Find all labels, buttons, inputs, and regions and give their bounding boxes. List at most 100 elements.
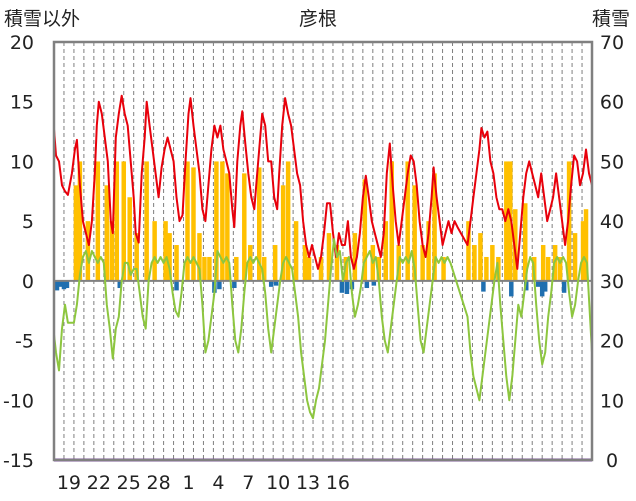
bar: [561, 280, 567, 293]
bar: [557, 256, 563, 281]
right-axis-ticks: 70 60 50 40 30 20 10 0: [600, 32, 624, 472]
bar: [261, 256, 267, 281]
y-tick-label: 0: [22, 271, 34, 293]
bar: [144, 161, 149, 281]
bar: [371, 280, 377, 286]
bar: [280, 185, 286, 281]
bar: [481, 280, 486, 292]
bar: [472, 245, 477, 281]
bar: [542, 280, 548, 292]
bar: [509, 280, 514, 297]
bar: [134, 233, 139, 281]
bar: [54, 280, 60, 291]
bar: [234, 256, 239, 281]
y2-tick-label: 70: [600, 32, 624, 54]
plot-frame: [52, 40, 594, 462]
bar: [272, 245, 278, 281]
bar: [478, 233, 483, 281]
x-tick-label: 10: [266, 472, 290, 494]
bar: [302, 245, 308, 281]
bar: [232, 280, 237, 289]
bar: [293, 221, 299, 281]
bar: [225, 173, 230, 281]
x-tick-label: 16: [326, 472, 350, 494]
bar: [220, 161, 225, 281]
bar: [167, 233, 172, 281]
bar: [121, 161, 126, 281]
bar: [217, 280, 222, 290]
y2-tick-label: 0: [606, 450, 618, 472]
bar: [64, 280, 70, 289]
bar: [484, 256, 489, 281]
bar: [466, 221, 471, 281]
bar: [109, 221, 115, 281]
bar: [191, 167, 196, 281]
bar: [77, 161, 83, 281]
x-tick-label: 19: [57, 472, 81, 494]
y2-tick-label: 40: [600, 211, 624, 233]
bar: [114, 161, 120, 281]
bar: [343, 256, 349, 281]
bar: [202, 256, 207, 281]
bar: [539, 280, 545, 297]
bar: [185, 161, 190, 281]
bar: [318, 256, 324, 281]
bar: [580, 221, 586, 281]
y-tick-label: -10: [3, 390, 34, 412]
y-tick-label: 15: [10, 92, 34, 114]
bar: [268, 280, 274, 287]
bar: [441, 256, 446, 281]
bar: [214, 161, 219, 281]
bar: [405, 161, 410, 281]
y-tick-label: -15: [3, 450, 34, 472]
y2-tick-label: 60: [600, 92, 624, 114]
bar: [334, 245, 340, 281]
bar: [490, 245, 495, 281]
y-tick-label: 10: [10, 151, 34, 173]
bar: [248, 245, 253, 281]
bar: [432, 173, 437, 281]
bar: [376, 256, 382, 281]
bar: [420, 245, 425, 281]
bar: [326, 233, 332, 281]
bar: [383, 221, 389, 281]
bar: [306, 256, 312, 281]
x-tick-label: 7: [242, 472, 254, 494]
bar: [352, 233, 358, 281]
bar: [73, 185, 79, 281]
bar: [540, 245, 546, 281]
series-line: [53, 238, 593, 420]
x-tick-label: 28: [147, 472, 171, 494]
bar: [524, 280, 529, 291]
bar: [572, 233, 578, 281]
right-axis-label: 積雪: [592, 8, 630, 30]
bar: [362, 179, 368, 281]
bar: [104, 185, 110, 281]
y-tick-label: -5: [15, 331, 34, 353]
bar: [197, 233, 202, 281]
bar: [583, 209, 589, 281]
bar: [242, 173, 247, 281]
x-tick-label: 22: [87, 472, 111, 494]
x-tick-label: 1: [182, 472, 194, 494]
bar: [523, 203, 528, 281]
x-tick-label: 25: [117, 472, 141, 494]
bar: [545, 256, 551, 281]
bar: [344, 280, 350, 294]
y2-tick-label: 10: [600, 390, 624, 412]
chart-title: 彦根: [299, 8, 337, 30]
bar: [364, 280, 370, 289]
y-tick-label: 5: [22, 211, 34, 233]
bar: [256, 167, 262, 281]
bar: [152, 221, 157, 281]
left-axis-ticks: 20 15 10 5 0 -5 -10 -15: [3, 32, 34, 472]
bar: [285, 161, 291, 281]
bar: [426, 221, 431, 281]
bar: [273, 280, 279, 286]
bar: [174, 280, 179, 291]
bar: [117, 280, 122, 289]
y2-tick-label: 20: [600, 331, 624, 353]
bar: [85, 221, 91, 281]
x-tick-label: 4: [212, 472, 224, 494]
